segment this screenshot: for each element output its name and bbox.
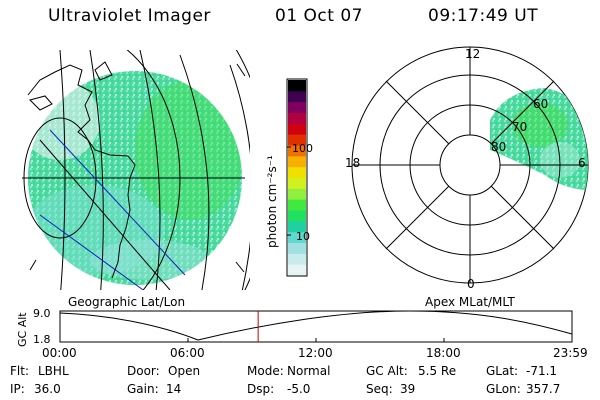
colorbar bbox=[286, 78, 308, 277]
ip-label: IP: bbox=[10, 382, 25, 396]
colorbar-segment bbox=[288, 210, 306, 222]
mode-value: Normal bbox=[287, 364, 331, 378]
timeline-tick-1200: 12:00 bbox=[298, 346, 333, 360]
colorbar-segment bbox=[288, 199, 306, 211]
mlt-label-12: 12 bbox=[465, 47, 481, 61]
timeline-tick-0600: 06:00 bbox=[170, 346, 205, 360]
colorbar-segment bbox=[288, 123, 306, 135]
colorbar-label-10: 10 bbox=[296, 230, 310, 243]
geo-islands bbox=[29, 61, 113, 111]
colorbar-segment bbox=[288, 264, 306, 276]
colorbar-segment bbox=[288, 242, 306, 254]
mlat-label-60: 60 bbox=[533, 97, 549, 111]
gain-label: Gain: bbox=[127, 382, 159, 396]
colorbar-segment bbox=[288, 188, 306, 200]
colorbar-segment bbox=[288, 80, 306, 92]
polar-projection-label: Apex MLat/MLT bbox=[425, 295, 515, 309]
colorbar-label-100: 100 bbox=[292, 142, 313, 155]
timeline-tick-0000: 00:00 bbox=[42, 346, 77, 360]
mlt-label-18: 18 bbox=[345, 156, 361, 170]
gcalt-label: GC Alt: bbox=[366, 364, 408, 378]
colorbar-unit-label: photon cm⁻²s⁻¹ bbox=[265, 155, 279, 248]
colorbar-segment bbox=[288, 231, 306, 243]
time-label: 09:17:49 UT bbox=[428, 6, 539, 26]
orbit-altitude-curve bbox=[59, 310, 573, 341]
door-value: Open bbox=[168, 364, 201, 378]
geo-coastline bbox=[27, 64, 136, 279]
glon-value: 357.7 bbox=[526, 382, 561, 396]
timeline-tick-1800: 18:00 bbox=[426, 346, 461, 360]
colorbar-segment bbox=[288, 134, 306, 146]
colorbar-segment bbox=[288, 145, 306, 157]
seq-value: 39 bbox=[400, 382, 416, 396]
colorbar-segment bbox=[288, 155, 306, 168]
dsp-value: -5.0 bbox=[287, 382, 311, 396]
colorbar-segment bbox=[288, 101, 306, 113]
seq-label: Seq: bbox=[366, 382, 393, 396]
dsp-label: Dsp: bbox=[247, 382, 275, 396]
polar-plot bbox=[351, 46, 589, 284]
colorbar-segment bbox=[288, 177, 306, 189]
glat-value: -71.1 bbox=[526, 364, 558, 378]
flt-value: LBHL bbox=[38, 364, 69, 378]
timeline-frame bbox=[59, 310, 573, 343]
polar-grid bbox=[352, 47, 588, 283]
geo-map bbox=[22, 50, 250, 290]
instrument-title: Ultraviolet Imager bbox=[48, 6, 211, 26]
glat-label: GLat: bbox=[486, 364, 519, 378]
mlt-label-0: 0 bbox=[467, 277, 475, 291]
date-label: 01 Oct 07 bbox=[275, 6, 363, 26]
glon-label: GLon: bbox=[486, 382, 521, 396]
timeline bbox=[59, 310, 573, 343]
geo-edge-ticks bbox=[29, 63, 246, 273]
mlat-label-70: 70 bbox=[512, 120, 528, 134]
timeline-ticks bbox=[59, 338, 573, 342]
timeline-tick-2359: 23:59 bbox=[553, 346, 588, 360]
gcalt-value: 5.5 Re bbox=[418, 364, 457, 378]
colorbar-segment bbox=[288, 253, 306, 265]
colorbar-segment bbox=[288, 90, 306, 103]
colorbar-segment bbox=[288, 112, 306, 124]
timeline-ymax: 9.0 bbox=[33, 307, 51, 320]
mode-label: Mode: bbox=[247, 364, 284, 378]
mlat-label-80: 80 bbox=[491, 140, 507, 154]
mlt-label-6: 6 bbox=[578, 156, 586, 170]
geo-projection-label: Geographic Lat/Lon bbox=[68, 295, 186, 309]
flt-label: Flt: bbox=[10, 364, 29, 378]
colorbar-segment bbox=[288, 166, 306, 178]
colorbar-frame bbox=[286, 78, 308, 277]
timeline-ymin: 1.8 bbox=[33, 333, 51, 346]
colorbar-segment bbox=[288, 220, 306, 233]
geo-grid bbox=[22, 50, 250, 290]
timeline-ylabel: GC Alt bbox=[16, 312, 29, 347]
ip-value: 36.0 bbox=[34, 382, 61, 396]
gain-value: 14 bbox=[166, 382, 182, 396]
door-label: Door: bbox=[127, 364, 160, 378]
